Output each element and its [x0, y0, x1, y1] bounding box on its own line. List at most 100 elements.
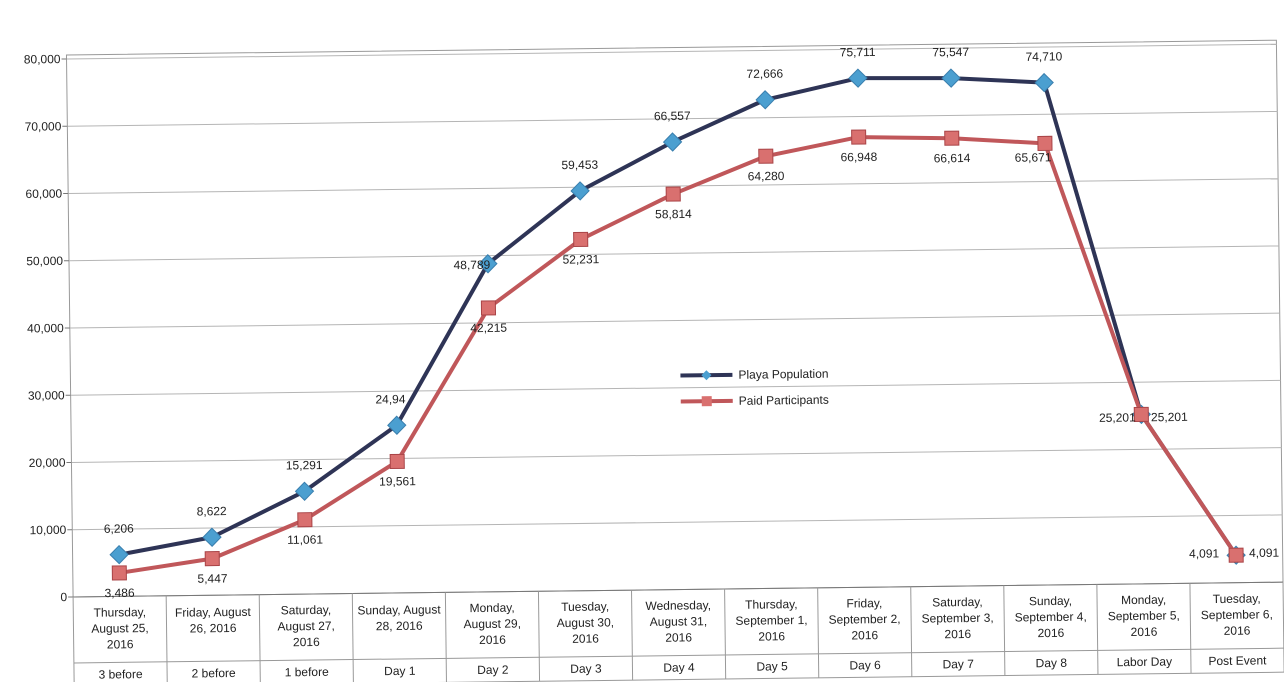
data-label: 66,614 — [934, 151, 971, 165]
x-category-label: Monday,September 5, 2016 — [1107, 592, 1180, 639]
data-label: 48,789 — [453, 258, 490, 272]
x-category-line: 2016 — [479, 633, 506, 647]
x-table-column-line — [1003, 585, 1006, 676]
data-point-paid-participants — [1133, 406, 1149, 422]
data-point-paid-participants — [944, 130, 960, 146]
data-label: 65,671 — [1015, 150, 1052, 164]
data-point-playa-population — [294, 481, 315, 501]
x-category-line: Sunday, — [1029, 594, 1072, 609]
x-category-line: Friday, August — [175, 605, 252, 620]
x-subcategory-label: Day 5 — [756, 659, 788, 673]
legend-label: Playa Population — [738, 367, 828, 382]
data-label: 8,622 — [197, 504, 228, 518]
x-category-line: 2016 — [851, 628, 878, 642]
data-point-playa-population — [478, 254, 498, 274]
x-category-label: Thursday,August 25,2016 — [91, 605, 149, 652]
data-label: 19,561 — [379, 474, 416, 488]
x-category-line: Thursday, — [745, 597, 798, 612]
y-tick-label: 10,000 — [29, 523, 66, 537]
x-table-column-line — [258, 594, 261, 682]
data-point-paid-participants — [758, 148, 774, 164]
x-subcategory-label: 3 before — [98, 667, 143, 682]
x-category-label: Thursday,September 1,2016 — [735, 597, 808, 644]
data-label: 66,948 — [840, 150, 877, 164]
data-label: 42,215 — [470, 321, 507, 335]
x-category-label: Saturday,September 3,2016 — [921, 595, 994, 642]
data-point-playa-population — [941, 68, 961, 88]
x-subcategory-label: 1 before — [285, 665, 330, 680]
data-label: 4,091 — [1189, 546, 1220, 560]
x-category-label: Wednesday,August 31,2016 — [645, 598, 711, 645]
x-category-line: August 27, — [277, 619, 335, 634]
x-category-label: Sunday, August 28, 2016 — [357, 602, 441, 633]
gridline-y — [70, 379, 1281, 396]
data-label: 5,447 — [197, 571, 228, 585]
x-subcategory-label: Labor Day — [1117, 655, 1173, 670]
data-label: 4,091 — [1249, 546, 1280, 560]
x-category-line: Sunday, August — [357, 602, 441, 617]
y-tick-label: 40,000 — [27, 321, 64, 335]
x-category-line: September 6, — [1201, 607, 1273, 622]
x-axis-line — [73, 581, 1284, 598]
x-category-line: 2016 — [1131, 625, 1158, 639]
x-subcategory-label: Day 7 — [942, 657, 974, 671]
plot-area: 0 10,000 20,000 30,000 40,000 50,000 60,000 70,… — [24, 39, 1284, 682]
x-category-line: Saturday, — [932, 595, 983, 610]
x-category-line: Monday, — [469, 601, 514, 616]
x-table-column-line — [444, 592, 447, 682]
x-subcategory-label: Day 4 — [663, 660, 695, 674]
x-category-line: Saturday, — [281, 603, 332, 618]
legend-label: Paid Participants — [739, 393, 829, 408]
data-point-paid-participants — [480, 300, 497, 316]
x-category-line: 28, 2016 — [376, 619, 423, 634]
x-category-label: Tuesday,August 30, 2016 — [556, 599, 614, 646]
data-label: 11,061 — [287, 532, 323, 546]
y-tick-label: 70,000 — [25, 119, 62, 133]
y-tick-label: 60,000 — [25, 187, 62, 201]
gridline-y — [66, 43, 1277, 60]
data-label: 58,814 — [655, 207, 692, 221]
data-label: 59,453 — [561, 158, 598, 172]
y-tick-label: 20,000 — [29, 456, 66, 470]
data-label: 24,94 — [375, 392, 406, 406]
data-point-playa-population — [848, 68, 868, 88]
y-tick-label: 50,000 — [26, 254, 63, 268]
x-category-line: September 2, — [828, 612, 900, 627]
x-subcategory-label: 2 before — [192, 666, 237, 681]
data-label: 74,710 — [1025, 49, 1062, 63]
data-label: 3,486 — [104, 586, 135, 600]
x-category-line: Monday, — [1121, 593, 1166, 608]
x-table-column-line — [724, 588, 727, 679]
data-point-paid-participants — [573, 231, 589, 248]
x-category-line: August 25, — [91, 621, 149, 636]
x-category-line: 26, 2016 — [190, 621, 237, 636]
x-category-line: September 4, — [1015, 610, 1087, 625]
x-category-line: 2016 — [293, 635, 320, 649]
x-category-line: 2016 — [572, 632, 599, 646]
gridline-y — [69, 312, 1280, 329]
data-label: 75,547 — [932, 45, 969, 59]
x-table-column-line — [631, 590, 634, 681]
y-tick-label: 0 — [60, 590, 67, 604]
x-subcategory-label: Day 3 — [570, 661, 602, 675]
data-point-playa-population — [755, 90, 775, 110]
data-label: 15,291 — [286, 458, 323, 472]
x-category-line: Tuesday, — [1213, 591, 1261, 606]
x-category-line: September 1, — [735, 613, 807, 628]
x-category-line: September 3, — [922, 611, 994, 626]
x-table-column-line — [537, 591, 541, 682]
data-point-paid-participants — [1037, 135, 1053, 151]
legend-marker — [701, 396, 712, 407]
data-point-paid-participants — [111, 565, 127, 581]
data-label: 6,206 — [104, 521, 135, 535]
data-point-paid-participants — [389, 453, 405, 470]
gridline-y — [68, 245, 1279, 262]
gridlines — [66, 43, 1283, 531]
data-point-playa-population — [662, 132, 683, 152]
x-subcategory-label: Day 2 — [477, 663, 509, 677]
data-label: 64,280 — [748, 169, 785, 183]
x-subcategory-label: Day 1 — [384, 664, 416, 678]
x-table-column-line — [351, 593, 354, 682]
x-table-column-line — [72, 596, 75, 682]
